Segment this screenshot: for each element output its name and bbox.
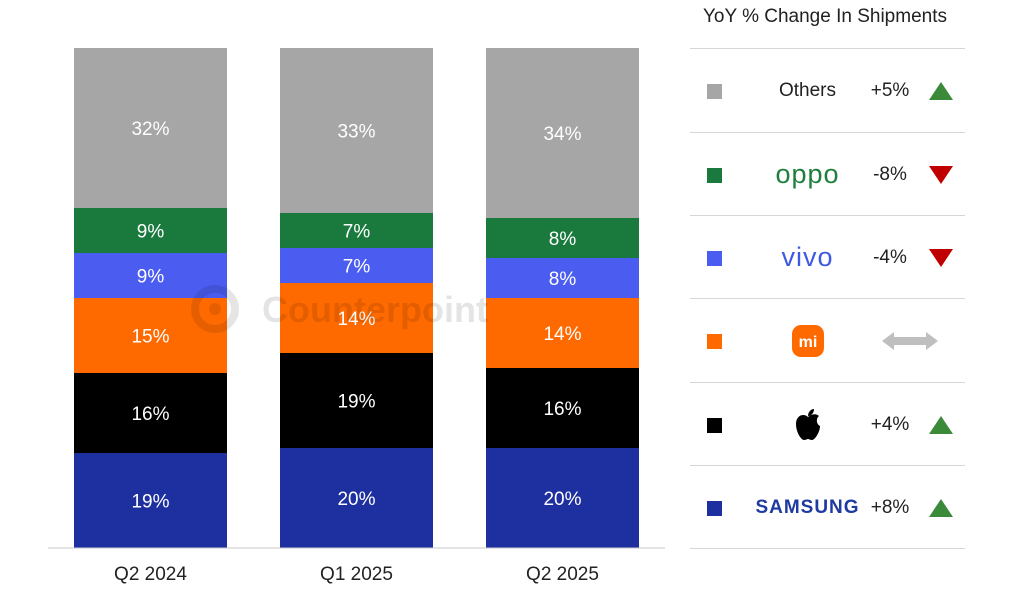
bar-segment-samsung xyxy=(74,453,227,548)
data-label-xiaomi: 14% xyxy=(337,309,375,330)
data-label-vivo: 8% xyxy=(549,269,577,290)
data-label-samsung: 19% xyxy=(131,492,169,513)
apple-logo-icon xyxy=(795,408,820,440)
xiaomi-logo-icon: mi xyxy=(791,324,824,357)
legend-title: YoY % Change In Shipments xyxy=(702,6,947,27)
bars-layer: 19% 16% 15% 9% 9% 32% 20% 19% 14% 7% 7% 33% 20% 16% 14… xyxy=(74,48,639,548)
legend-row-others: Others +5% xyxy=(690,49,965,132)
apple-change: +4% xyxy=(870,413,910,435)
data-label-oppo: 8% xyxy=(549,229,577,250)
bar-segment-apple xyxy=(280,353,433,448)
samsung-change: +8% xyxy=(870,496,910,518)
apple-swatch xyxy=(707,418,722,433)
xiaomi-logo: mi xyxy=(750,299,865,382)
bar-segment-vivo xyxy=(74,253,227,298)
data-label-apple: 16% xyxy=(131,404,169,425)
bar-segment-xiaomi xyxy=(74,298,227,373)
data-label-others: 34% xyxy=(543,124,581,145)
data-label-oppo: 9% xyxy=(137,222,165,243)
legend-divider xyxy=(690,48,965,49)
legend-divider xyxy=(690,132,965,133)
down-arrow-icon xyxy=(929,166,953,184)
data-label-others: 33% xyxy=(337,122,375,143)
samsung-logo: SAMSUNG xyxy=(755,496,860,518)
up-arrow-icon xyxy=(929,82,953,100)
bar-segment-vivo xyxy=(486,258,639,298)
bar-segment-others xyxy=(486,48,639,218)
oppo-change: -8% xyxy=(873,163,907,185)
oppo-swatch xyxy=(707,168,722,183)
data-label-vivo: 9% xyxy=(137,267,165,288)
data-label-apple: 16% xyxy=(543,399,581,420)
vivo-change: -4% xyxy=(873,246,907,268)
category-label: Q2 2025 xyxy=(526,564,599,585)
double-arrow-icon xyxy=(882,332,938,350)
legend-row-apple: +4% xyxy=(690,383,965,466)
category-label: Q1 2025 xyxy=(320,564,393,585)
vivo-swatch xyxy=(707,251,722,266)
xiaomi-swatch xyxy=(707,334,722,349)
apple-logo xyxy=(750,383,865,466)
others-change: +5% xyxy=(870,79,910,101)
data-label-apple: 19% xyxy=(337,392,375,413)
legend-row-samsung: SAMSUNG +8% xyxy=(690,466,965,549)
bar-segment-xiaomi xyxy=(486,298,639,368)
data-label-samsung: 20% xyxy=(543,489,581,510)
watermark-text: Counterpoint xyxy=(262,289,488,330)
bar-segment-samsung xyxy=(280,448,433,548)
oppo-logo: oppo xyxy=(775,159,840,189)
legend-divider xyxy=(690,382,965,383)
bar-segment-oppo xyxy=(280,213,433,248)
bar-segment-others xyxy=(74,48,227,208)
bar-segment-oppo xyxy=(74,208,227,253)
legend-divider xyxy=(690,465,965,466)
legend-row-oppo: oppo -8% xyxy=(690,133,965,216)
category-labels: Q2 2024 Q1 2025 Q2 2025 xyxy=(114,564,599,585)
samsung-swatch xyxy=(707,501,722,516)
category-label: Q2 2024 xyxy=(114,564,187,585)
legend-row-xiaomi: mi xyxy=(690,299,965,382)
bar-segment-xiaomi xyxy=(280,283,433,353)
data-label-xiaomi: 15% xyxy=(131,327,169,348)
counterpoint-watermark: Counterpoint xyxy=(191,285,488,333)
data-label-xiaomi: 14% xyxy=(543,324,581,345)
legend-divider xyxy=(690,548,965,549)
legend-divider xyxy=(690,215,965,216)
bar-segment-samsung xyxy=(486,448,639,548)
bar-segment-oppo xyxy=(486,218,639,258)
down-arrow-icon xyxy=(929,249,953,267)
legend-row-vivo: vivo -4% xyxy=(690,216,965,299)
vivo-logo: vivo xyxy=(781,242,834,272)
data-label-vivo: 7% xyxy=(343,257,371,278)
data-label-samsung: 20% xyxy=(337,489,375,510)
others-swatch xyxy=(707,84,722,99)
legend-divider xyxy=(690,298,965,299)
bar-segment-apple xyxy=(486,368,639,448)
up-arrow-icon xyxy=(929,416,953,434)
data-label-others: 32% xyxy=(131,119,169,140)
up-arrow-icon xyxy=(929,499,953,517)
bar-segment-others xyxy=(280,48,433,213)
bar-segment-vivo xyxy=(280,248,433,283)
svg-text:mi: mi xyxy=(798,334,817,351)
others-label: Others xyxy=(778,79,837,101)
bar-segment-apple xyxy=(74,373,227,453)
data-label-oppo: 7% xyxy=(343,222,371,243)
